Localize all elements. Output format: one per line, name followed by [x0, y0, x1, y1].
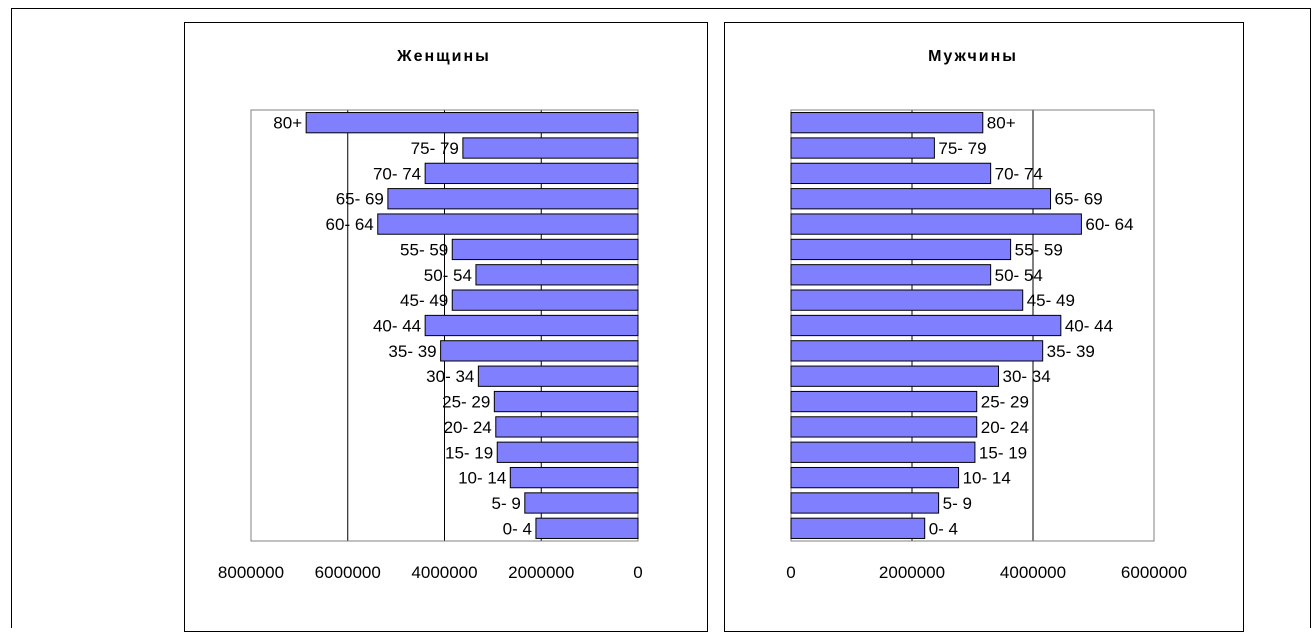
women-bar [451, 238, 639, 261]
men-bar-label: 70- 74 [995, 164, 1043, 183]
men-bar-label: 60- 64 [1085, 215, 1133, 234]
women-tick-label: 2000000 [508, 563, 574, 582]
women-bar-label: 25- 29 [442, 393, 490, 412]
women-bar [535, 517, 639, 539]
men-tick-label: 6000000 [1121, 563, 1187, 582]
men-bar-label: 30- 34 [1003, 367, 1051, 386]
women-bar-label: 15- 19 [445, 443, 493, 462]
men-bar-label: 35- 39 [1047, 342, 1095, 361]
women-bar [451, 289, 639, 311]
women-bar-label: 80+ [273, 114, 302, 133]
women-tick-label: 4000000 [411, 563, 477, 582]
men-bar [790, 517, 926, 539]
women-bar [440, 340, 639, 362]
chart-men-svg: Мужчины 80+75- 79 70- 74 65- 69 60- 64 55- 59… [786, 48, 1187, 582]
men-bar [790, 264, 992, 286]
men-bar [790, 314, 1062, 337]
women-bar-label: 45- 49 [400, 291, 448, 310]
women-bar-label: 50- 54 [424, 266, 472, 285]
men-bar-label: 10- 14 [963, 469, 1011, 488]
women-bar [387, 188, 639, 210]
men-bar-label: 40- 44 [1065, 317, 1113, 336]
men-bar-label: 0- 4 [929, 519, 958, 538]
women-bar [493, 390, 639, 413]
men-bar [790, 466, 960, 489]
women-chart-title: Женщины [396, 48, 491, 65]
women-bar-label: 20- 24 [444, 418, 492, 437]
men-chart-title: Мужчины [928, 48, 1018, 65]
men-bar-label: 45- 49 [1027, 291, 1075, 310]
men-bar [790, 289, 1024, 311]
men-bar [790, 416, 978, 438]
women-bar-label: 0- 4 [503, 519, 532, 538]
men-bar-label: 20- 24 [981, 418, 1029, 437]
men-bar [790, 441, 976, 463]
men-bar-label: 25- 29 [981, 393, 1029, 412]
women-bar [477, 365, 639, 387]
women-bar-label: 65- 69 [336, 190, 384, 209]
men-bar [790, 112, 984, 134]
chart-women-svg: Женщины 80+ 75- 79 70- 74 65- 69 60- 64 55- 59… [218, 48, 643, 582]
outer-frame [11, 8, 1311, 628]
women-bar [377, 213, 639, 235]
women-tick-label: 0 [633, 563, 642, 582]
men-bar-label: 55- 59 [1015, 240, 1063, 259]
men-bar [790, 162, 992, 185]
men-bar-label: 5- 9 [943, 494, 972, 513]
women-bar [496, 441, 639, 463]
women-bar [509, 466, 639, 489]
men-tick-label: 4000000 [1000, 563, 1066, 582]
women-bar-label: 70- 74 [373, 164, 421, 183]
women-bar-label: 75- 79 [411, 139, 459, 158]
men-tick-label: 0 [786, 563, 795, 582]
men-bar-label: 15- 19 [979, 443, 1027, 462]
women-bar-label: 30- 34 [426, 367, 474, 386]
men-bar [790, 365, 1000, 387]
men-bar [790, 137, 935, 159]
chart-women: Женщины 80+ 75- 79 70- 74 65- 69 60- 64 55- 59… [184, 22, 708, 632]
men-bar [790, 213, 1082, 235]
women-bar-label: 35- 39 [388, 342, 436, 361]
women-bar [305, 112, 639, 134]
women-bar-label: 55- 59 [400, 240, 448, 259]
men-bar-label: 50- 54 [995, 266, 1043, 285]
women-bar [475, 264, 639, 286]
women-bar [495, 416, 639, 438]
men-bar [790, 188, 1052, 210]
men-bar-label: 75- 79 [938, 139, 986, 158]
chart-men: Мужчины 80+ 75- 79 70- 74 65- 69 60- 64 55- 59… [724, 22, 1244, 632]
women-tick-label: 8000000 [218, 563, 284, 582]
men-tick-label: 2000000 [879, 563, 945, 582]
men-bar [790, 340, 1044, 362]
women-bar [424, 314, 639, 337]
men-bar-label: 80+ [987, 114, 1016, 133]
women-bar [424, 162, 639, 185]
women-bar-label: 5- 9 [492, 494, 521, 513]
men-bar [790, 492, 940, 514]
women-bar [524, 492, 639, 514]
women-bar [462, 137, 639, 159]
women-tick-label: 6000000 [315, 563, 381, 582]
men-bar-label: 65- 69 [1055, 190, 1103, 209]
women-bar-label: 10- 14 [458, 469, 506, 488]
women-bar-label: 40- 44 [373, 317, 421, 336]
women-bar-label: 60- 64 [326, 215, 374, 234]
men-bar [790, 238, 1012, 261]
men-bar [790, 390, 978, 413]
